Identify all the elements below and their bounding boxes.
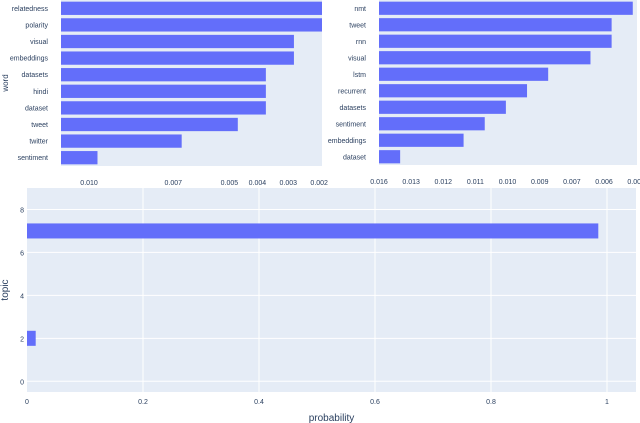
bar-topic-2 <box>27 330 36 346</box>
x-tick-label: 0.004 <box>249 180 267 187</box>
bar-tweet <box>61 117 238 132</box>
y-tick-label: embeddings <box>10 56 49 63</box>
y-tick-label: hindi <box>33 89 48 96</box>
y-tick-label: polarity <box>25 22 48 29</box>
bar-dataset <box>61 101 266 115</box>
x-tick-label: 0.003 <box>280 180 298 187</box>
bar-visual <box>61 34 294 49</box>
bar-datasets <box>379 100 506 114</box>
y-tick-label: embeddings <box>328 138 367 145</box>
y-tick-label: twitter <box>29 139 48 146</box>
bar-relatedness <box>61 1 322 15</box>
x-tick-label: 0.2 <box>138 399 148 406</box>
y-tick-label: datasets <box>340 105 367 112</box>
word-chart-2: nmt tweet rnn visual lstm recurrent datasets se… <box>328 0 640 205</box>
x-tick-label: 0.007 <box>563 179 581 186</box>
x-tick-label: 0.6 <box>370 399 380 406</box>
x-tick-label: 0.002 <box>310 180 328 187</box>
y-tick-label: visual <box>30 39 48 46</box>
x-tick-label: 0.005 <box>221 180 239 187</box>
bar-lstm <box>379 67 549 81</box>
y-tick-label: 8 <box>20 207 24 214</box>
y-tick-label: visual <box>348 55 366 62</box>
y-tick-label: 4 <box>20 293 24 300</box>
x-tick-label: 0.007 <box>164 180 182 187</box>
x-tick-label: 0.012 <box>435 179 453 186</box>
x-tick-label: 0.8 <box>486 399 496 406</box>
word-chart-1: relatedness polarity visual embeddings datas… <box>1 0 328 206</box>
y-tick-label: 2 <box>20 336 24 343</box>
x-tick-label: 0.016 <box>370 179 388 186</box>
y-tick-label: sentiment <box>336 121 366 128</box>
x-tick-label: 0 <box>25 399 29 406</box>
y-tick-label: 0 <box>20 379 24 386</box>
bar-embeddings <box>61 51 294 65</box>
y-tick-label: dataset <box>343 154 366 161</box>
bar-visual <box>379 51 591 65</box>
bar-datasets <box>61 68 266 82</box>
bar-polarity <box>61 18 322 32</box>
x-tick-label: 0.006 <box>595 179 613 186</box>
x-tick-label: 1 <box>605 399 609 406</box>
y-tick-label: nmt <box>354 6 366 13</box>
y-axis-title: topic <box>0 279 11 300</box>
x-tick-label: 0.010 <box>499 179 517 186</box>
bar-rnn <box>379 34 612 48</box>
y-tick-label: tweet <box>349 22 366 29</box>
plot-area <box>27 188 636 392</box>
x-tick-label: 0.4 <box>254 399 264 406</box>
bar-topic-7 <box>27 223 599 239</box>
bar-tweet <box>379 18 612 32</box>
x-tick-label: 0.011 <box>467 179 484 186</box>
y-tick-label: sentiment <box>18 155 48 162</box>
bar-hindi <box>61 84 266 98</box>
x-axis-title: probability <box>309 413 355 423</box>
bar-sentiment <box>379 117 485 131</box>
y-tick-label: relatedness <box>12 6 49 13</box>
y-axis-title: word <box>1 74 10 92</box>
bar-twitter <box>61 134 182 148</box>
y-tick-label: rnn <box>356 39 366 46</box>
x-tick-label: 0.010 <box>80 180 98 187</box>
y-tick-label: lstm <box>353 72 366 79</box>
x-tick-label: 0.005 <box>627 179 640 186</box>
bar-sentiment <box>61 151 98 165</box>
topic-probability-chart: 0 0.2 0.4 0.6 0.8 1 0 2 4 6 8 probability topic <box>0 188 636 423</box>
bar-dataset <box>379 150 401 164</box>
bar-recurrent <box>379 84 528 98</box>
x-tick-label: 0.013 <box>402 179 420 186</box>
x-tick-label: 0.009 <box>531 179 549 186</box>
y-tick-label: dataset <box>25 105 48 112</box>
y-tick-label: 6 <box>20 250 24 257</box>
bar-embeddings <box>379 133 464 147</box>
y-tick-label: tweet <box>31 122 48 129</box>
y-tick-label: recurrent <box>338 88 366 95</box>
bar-nmt <box>379 1 633 15</box>
y-tick-label: datasets <box>22 72 49 79</box>
